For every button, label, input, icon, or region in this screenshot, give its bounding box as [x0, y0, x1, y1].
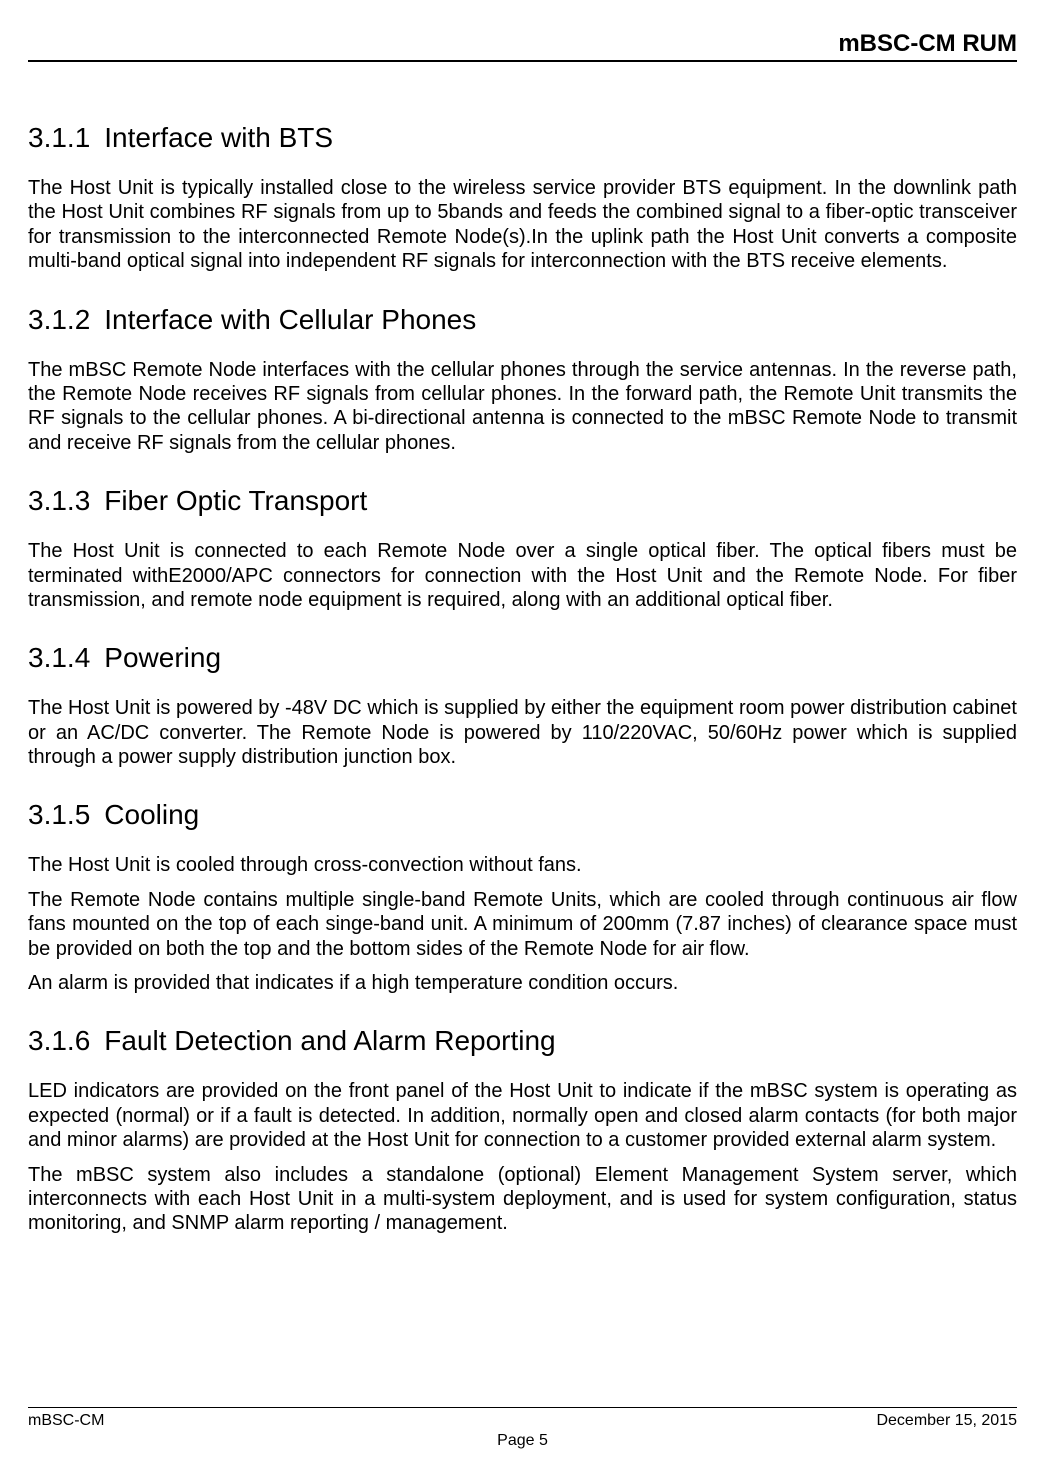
body-paragraph: The Host Unit is connected to each Remot…: [28, 539, 1017, 612]
section-number: 3.1.3: [28, 485, 90, 517]
body-paragraph: LED indicators are provided on the front…: [28, 1079, 1017, 1152]
body-paragraph: The Host Unit is typically installed clo…: [28, 176, 1017, 274]
footer-right: December 15, 2015: [876, 1412, 1017, 1430]
header-title: mBSC-CM RUM: [28, 30, 1017, 58]
section-heading: 3.1.1 Interface with BTS: [28, 122, 1017, 154]
section-title: Fault Detection and Alarm Reporting: [104, 1025, 555, 1056]
section-title: Powering: [104, 642, 221, 673]
section-title: Cooling: [104, 799, 199, 830]
section-heading: 3.1.4 Powering: [28, 642, 1017, 674]
section-number: 3.1.2: [28, 304, 90, 336]
section-heading: 3.1.3 Fiber Optic Transport: [28, 485, 1017, 517]
body-paragraph: The mBSC system also includes a standalo…: [28, 1163, 1017, 1236]
body-paragraph: The mBSC Remote Node interfaces with the…: [28, 358, 1017, 456]
section-title: Interface with Cellular Phones: [104, 304, 476, 335]
body-paragraph: The Remote Node contains multiple single…: [28, 888, 1017, 961]
section-heading: 3.1.6 Fault Detection and Alarm Reporting: [28, 1025, 1017, 1057]
section-title: Interface with BTS: [104, 122, 333, 153]
footer-left: mBSC-CM: [28, 1412, 104, 1430]
section-title: Fiber Optic Transport: [104, 485, 367, 516]
section-number: 3.1.1: [28, 122, 90, 154]
page-footer: mBSC-CM December 15, 2015 Page 5: [28, 1407, 1017, 1450]
section-heading: 3.1.2 Interface with Cellular Phones: [28, 304, 1017, 336]
section-number: 3.1.4: [28, 642, 90, 674]
section-number: 3.1.6: [28, 1025, 90, 1057]
footer-page-number: Page 5: [28, 1432, 1017, 1450]
body-paragraph: An alarm is provided that indicates if a…: [28, 971, 1017, 995]
body-paragraph: The Host Unit is powered by -48V DC whic…: [28, 696, 1017, 769]
page-header: mBSC-CM RUM: [28, 30, 1017, 62]
content-area: 3.1.1 Interface with BTS The Host Unit is …: [28, 122, 1017, 1236]
section-number: 3.1.5: [28, 799, 90, 831]
body-paragraph: The Host Unit is cooled through cross-co…: [28, 853, 1017, 877]
section-heading: 3.1.5 Cooling: [28, 799, 1017, 831]
